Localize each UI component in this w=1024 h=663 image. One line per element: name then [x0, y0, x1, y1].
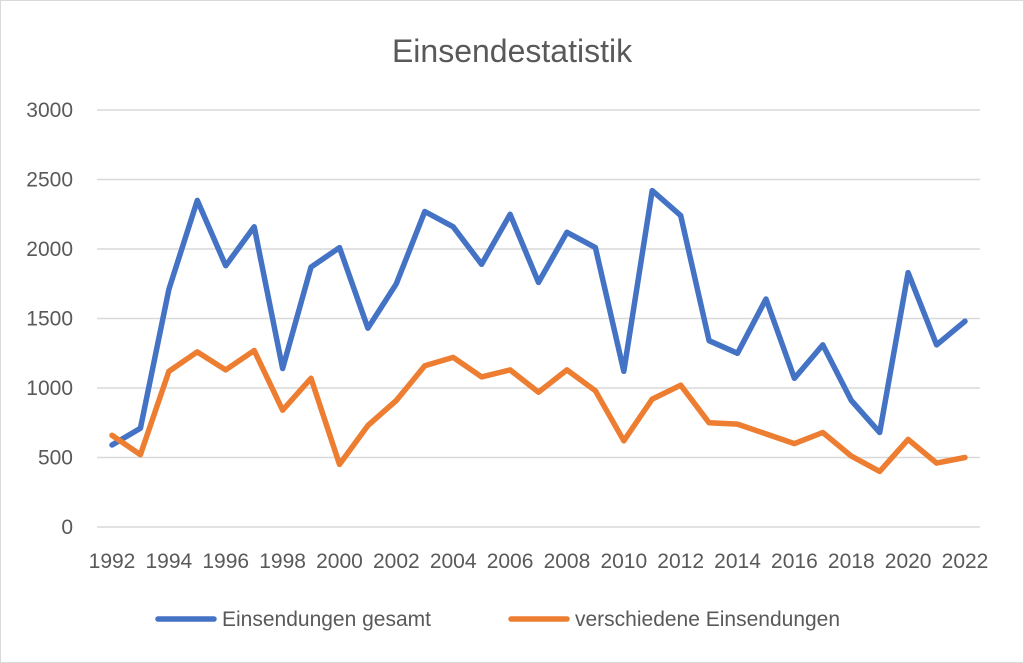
x-tick-label: 2002 — [373, 550, 420, 573]
legend: Einsendungen gesamt verschiedene Einsendu… — [155, 608, 840, 631]
x-tick-label: 2012 — [657, 550, 704, 573]
series-lines — [109, 187, 968, 475]
y-tick-label: 1500 — [26, 308, 73, 331]
x-tick-label: 2006 — [487, 550, 534, 573]
x-tick-label: 2014 — [714, 550, 761, 573]
x-tick-label: 2010 — [600, 550, 647, 573]
legend-label: Einsendungen gesamt — [222, 608, 431, 631]
y-tick-label: 2000 — [26, 238, 73, 261]
y-tick-label: 2500 — [26, 169, 73, 192]
y-tick-label: 3000 — [26, 99, 73, 122]
series-line-1 — [109, 187, 968, 448]
y-tick-label: 0 — [61, 516, 73, 539]
chart-title: Einsendestatistik — [392, 33, 633, 69]
y-tick-label: 1000 — [26, 377, 73, 400]
x-tick-label: 1998 — [259, 550, 306, 573]
x-tick-label: 2000 — [316, 550, 363, 573]
y-tick-label: 500 — [38, 447, 73, 470]
x-tick-label: 1992 — [89, 550, 136, 573]
x-tick-label: 2008 — [544, 550, 591, 573]
x-tick-label: 1996 — [202, 550, 249, 573]
x-tick-label: 2022 — [942, 550, 989, 573]
x-tick-label: 2016 — [771, 550, 818, 573]
series-line-2 — [109, 347, 968, 475]
x-tick-label: 2018 — [828, 550, 875, 573]
gridlines — [97, 109, 980, 528]
x-axis-tick-labels: 1992 1994 1996 1998 2000 2002 2004 2006 2008 2010… — [89, 550, 989, 573]
x-tick-label: 1994 — [146, 550, 193, 573]
y-axis-tick-labels: 0 500 1000 1500 2000 2500 3000 — [26, 99, 73, 539]
x-tick-label: 2004 — [430, 550, 477, 573]
legend-label: verschiedene Einsendungen — [575, 608, 840, 631]
x-tick-label: 2020 — [885, 550, 932, 573]
